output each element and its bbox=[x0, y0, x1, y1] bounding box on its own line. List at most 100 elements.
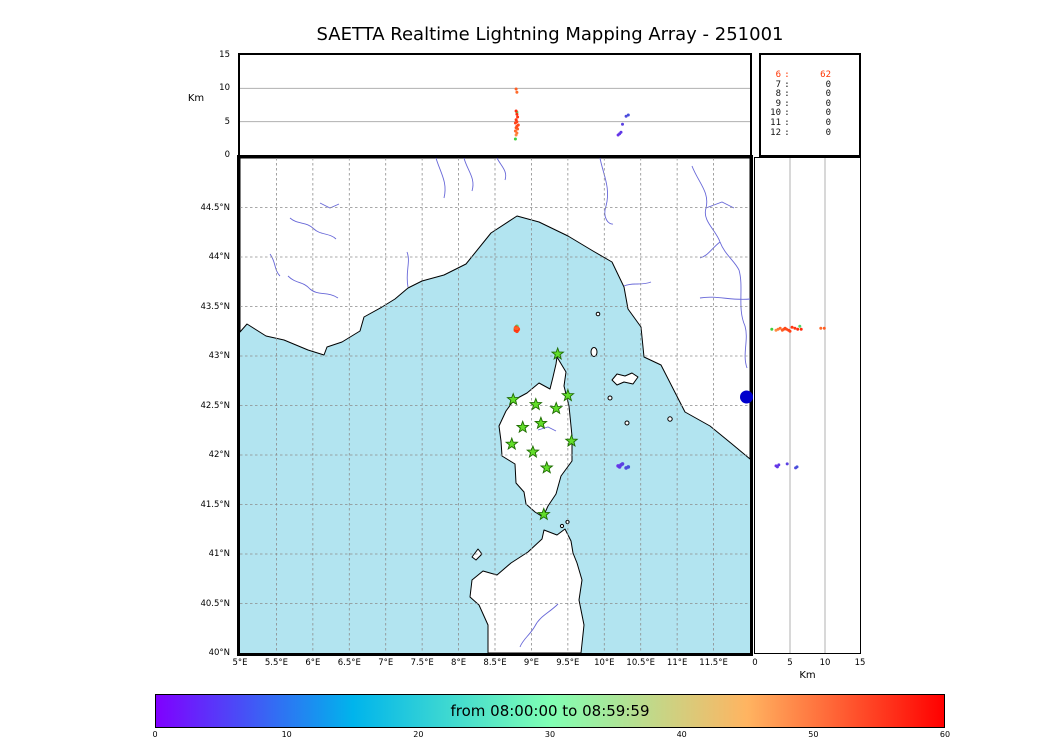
lat-tick-label: 44°N bbox=[208, 252, 230, 262]
colorbar-tick-label: 10 bbox=[281, 730, 292, 739]
colon: : bbox=[784, 79, 790, 90]
lightning-point bbox=[795, 465, 799, 469]
maddalena-islet-1 bbox=[559, 523, 565, 529]
lightning-point bbox=[819, 326, 823, 330]
lon-tick-label: 9°E bbox=[523, 658, 539, 668]
lightning-point bbox=[515, 112, 519, 116]
hour-count-row: 10: 0 bbox=[767, 109, 831, 119]
station-star-marker bbox=[539, 460, 554, 474]
lightning-point bbox=[777, 463, 781, 467]
gorgona-island bbox=[595, 311, 601, 317]
altitude-tick-label: 5 bbox=[787, 658, 793, 668]
altitude-tick-label: 0 bbox=[752, 658, 758, 668]
colon: : bbox=[784, 98, 790, 109]
lat-tick-label: 40.5°N bbox=[200, 598, 230, 609]
lon-tick-label: 8°E bbox=[451, 658, 467, 668]
lightning-point bbox=[513, 137, 517, 141]
sardinia-island bbox=[469, 528, 585, 654]
lon-tick-labels: 5°E 5.5°E 6°E 6.5°E 7°E 7.5°E 8°E 8.5°E 9°E 9.5°E… bbox=[232, 657, 750, 671]
hour-count-row: 7: 0 bbox=[767, 79, 831, 91]
station-star-marker bbox=[564, 433, 579, 448]
altitude-tick-label: 15 bbox=[854, 658, 866, 668]
lightning-point bbox=[626, 113, 630, 117]
lightning-point bbox=[770, 327, 774, 331]
lightning-point bbox=[788, 329, 792, 333]
lightning-point bbox=[514, 326, 518, 331]
rivers-layer bbox=[269, 157, 751, 648]
count-value: 62 bbox=[820, 70, 831, 80]
lat-tick-label: 41°N bbox=[208, 549, 230, 559]
alt-bottom-tick-labels: 0 5 10 15 bbox=[752, 657, 865, 671]
lightning-point bbox=[516, 115, 520, 119]
alt-lat-canvas bbox=[770, 158, 826, 653]
lightning-point bbox=[790, 325, 794, 329]
alt-lat-lightning-points-layer bbox=[770, 324, 826, 470]
lat-tick-label: 43°N bbox=[208, 351, 230, 361]
altitude-tick-label: 10 bbox=[219, 83, 230, 94]
lon-tick-label: 6.5°E bbox=[337, 658, 361, 668]
count-value: 0 bbox=[825, 79, 831, 90]
map-canvas bbox=[239, 157, 753, 654]
lat-tick-label: 41.5°N bbox=[200, 499, 230, 510]
lat-tick-label: 40°N bbox=[208, 648, 230, 658]
lon-tick-label: 6°E bbox=[305, 658, 321, 668]
alt-lon-canvas bbox=[240, 87, 750, 141]
lightning-point bbox=[626, 465, 631, 469]
lon-tick-label: 10°E bbox=[594, 658, 615, 668]
hour-label: 7 bbox=[775, 79, 781, 90]
count-value: 0 bbox=[825, 127, 831, 138]
mainland-coastline bbox=[239, 157, 751, 460]
colorbar-tick-labels: 0 10 20 30 40 50 60 bbox=[152, 729, 950, 741]
lightning-point bbox=[621, 122, 624, 126]
lon-tick-label: 5.5°E bbox=[264, 658, 288, 668]
hour-label: 6 bbox=[775, 70, 781, 80]
station-star-marker bbox=[550, 346, 565, 360]
elba-island bbox=[611, 372, 639, 386]
lake-bolsena bbox=[740, 390, 753, 404]
alt-lat-gridlines-layer bbox=[789, 158, 826, 653]
lon-tick-label: 5°E bbox=[232, 658, 248, 668]
colon: : bbox=[784, 89, 790, 100]
figure-title: SAETTA Realtime Lightning Mapping Array … bbox=[316, 24, 784, 45]
station-star-marker bbox=[528, 397, 543, 411]
colon: : bbox=[784, 70, 790, 80]
pianosa-island bbox=[607, 395, 613, 401]
lightning-point bbox=[513, 129, 517, 133]
hour-label: 11 bbox=[770, 117, 781, 128]
hour-label: 8 bbox=[775, 89, 781, 100]
colorbar-tick-label: 40 bbox=[676, 730, 687, 739]
map-lightning-points-layer bbox=[513, 324, 631, 470]
lightning-point bbox=[619, 130, 623, 134]
altitude-tick-label: 10 bbox=[819, 658, 831, 668]
colorbar-gradient: from 08:00:00 to 08:59:59 bbox=[156, 695, 944, 727]
lon-tick-label: 7.5°E bbox=[410, 658, 434, 668]
count-value: 0 bbox=[825, 108, 831, 119]
lightning-point bbox=[620, 462, 625, 466]
hour-counts-panel: 6: 62 7: 0 8: 0 9: 0 10: 0 11: 0 12: 0 bbox=[759, 53, 861, 157]
lon-tick-label: 11.5°E bbox=[699, 658, 728, 668]
lightning-point bbox=[785, 462, 789, 466]
lon-tick-label: 11°E bbox=[666, 658, 688, 668]
alt-lon-lightning-points-layer bbox=[513, 87, 630, 141]
map-panel bbox=[237, 155, 753, 656]
montecristo-island bbox=[624, 420, 630, 426]
map-station-markers-layer bbox=[504, 346, 579, 521]
lat-tick-label: 42.5°N bbox=[200, 400, 230, 411]
count-value: 0 bbox=[825, 98, 831, 109]
hour-counts-list: 6: 62 7: 0 8: 0 9: 0 10: 0 11: 0 12: 0 bbox=[767, 70, 859, 138]
lightning-point bbox=[778, 326, 782, 330]
altitude-longitude-panel bbox=[238, 53, 752, 157]
lat-tick-labels: 40°N 40.5°N 41°N 41.5°N 42°N 42.5°N 43°N 43.5°N… bbox=[186, 158, 234, 659]
lightning-point bbox=[514, 87, 518, 91]
capraia-island bbox=[590, 347, 598, 357]
station-star-marker bbox=[506, 392, 521, 406]
lightning-point bbox=[624, 114, 628, 118]
station-star-marker bbox=[560, 388, 575, 402]
lightning-point bbox=[516, 123, 520, 127]
lightning-point bbox=[799, 327, 803, 331]
colorbar-tick-label: 0 bbox=[152, 730, 158, 739]
map-gridlines-layer bbox=[240, 158, 750, 653]
colorbar: from 08:00:00 to 08:59:59 bbox=[155, 694, 945, 728]
lightning-point bbox=[796, 327, 800, 331]
station-star-marker bbox=[525, 444, 540, 458]
